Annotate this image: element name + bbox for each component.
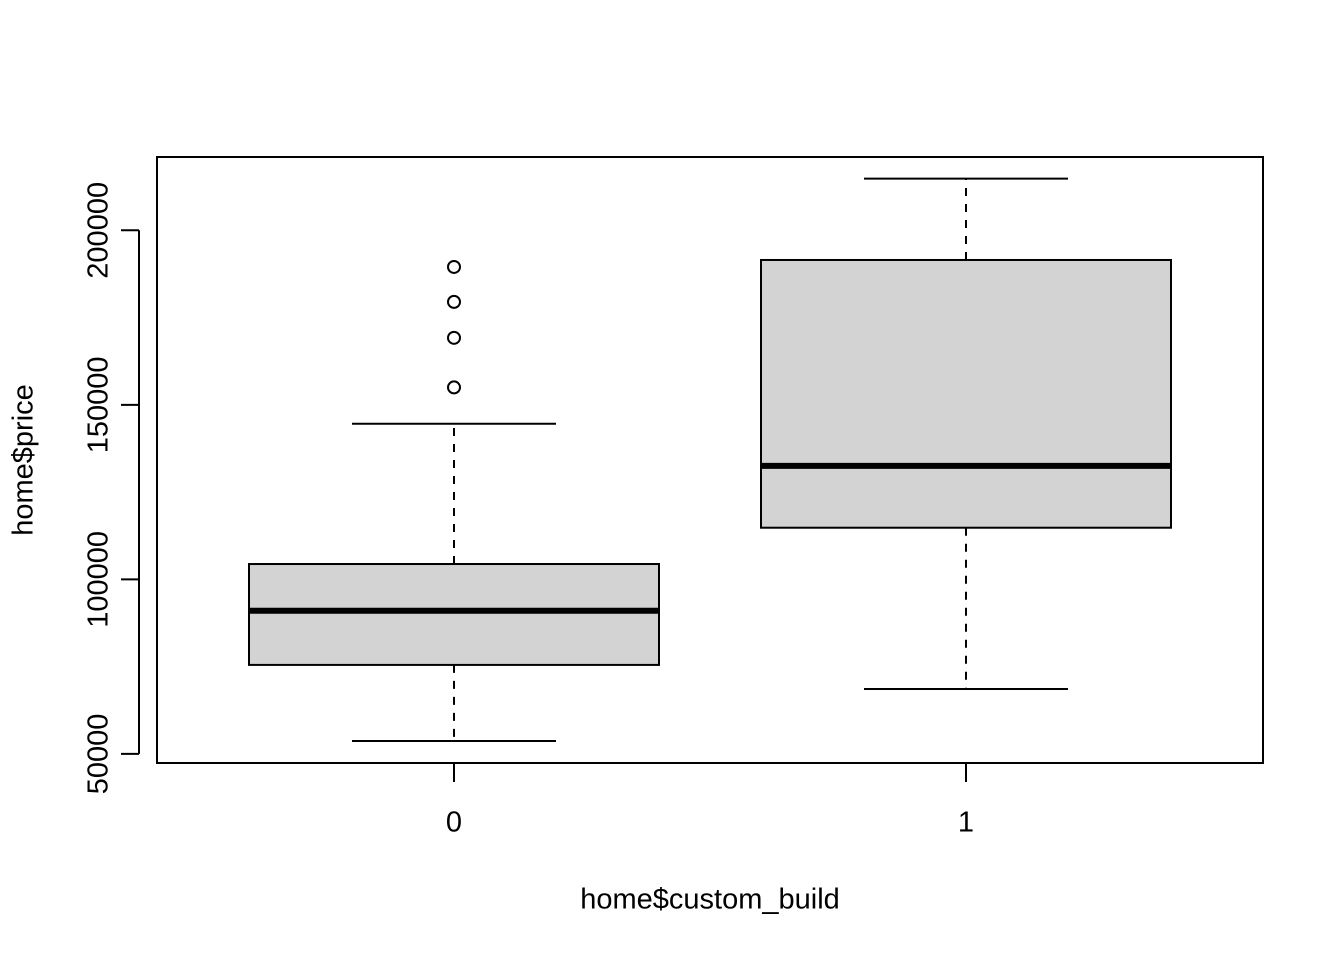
x-tick-label: 0 (446, 807, 462, 839)
y-axis-label: home$price (8, 384, 40, 536)
y-tick-label: 50000 (83, 714, 115, 795)
outlier (447, 294, 461, 309)
x-tick-label: 1 (958, 807, 974, 839)
box (248, 563, 660, 666)
x-axis-label: home$custom_build (580, 884, 840, 916)
y-tick-label: 200000 (83, 182, 115, 279)
y-tick-label: 100000 (83, 531, 115, 628)
outlier (447, 330, 461, 345)
outlier (447, 259, 461, 274)
y-tick-label: 150000 (83, 356, 115, 453)
outlier (447, 380, 461, 395)
box (760, 258, 1172, 529)
